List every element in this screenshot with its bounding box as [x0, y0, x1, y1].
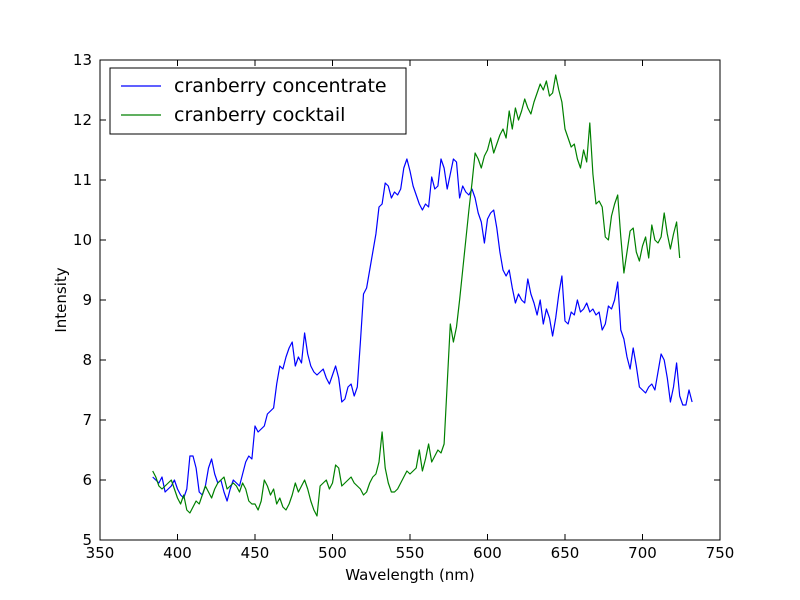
x-tick-label: 350 — [86, 544, 115, 562]
x-tick-label: 650 — [551, 544, 580, 562]
x-tick-label: 400 — [163, 544, 192, 562]
y-tick-label: 5 — [82, 531, 92, 549]
series-line-cranberry-cocktail — [152, 74, 681, 517]
y-tick-label: 7 — [82, 411, 92, 429]
x-tick-label: 550 — [396, 544, 425, 562]
y-tick-label: 10 — [73, 231, 92, 249]
legend-box — [109, 67, 407, 135]
y-tick-label: 9 — [82, 291, 92, 309]
x-axis: 350 400 450 500 550 600 650 700 750 — [86, 60, 735, 562]
x-tick-label: 450 — [241, 544, 270, 562]
y-tick-label: 11 — [73, 171, 92, 189]
series-line-cranberry-concentrate — [152, 158, 693, 502]
y-tick-label: 8 — [82, 351, 92, 369]
x-tick-label: 500 — [318, 544, 347, 562]
legend-label-cocktail: cranberry cocktail — [174, 104, 345, 126]
y-tick-label: 12 — [73, 111, 92, 129]
x-tick-label: 600 — [473, 544, 502, 562]
legend-label-concentrate: cranberry concentrate — [174, 75, 387, 97]
plot-lines — [152, 74, 693, 517]
x-tick-label: 700 — [628, 544, 657, 562]
y-axis: 5 6 7 8 9 10 11 12 13 — [73, 51, 720, 549]
x-tick-label: 750 — [706, 544, 735, 562]
x-axis-title: Wavelength (nm) — [345, 566, 475, 584]
y-axis-title: Intensity — [52, 267, 70, 332]
legend: cranberry concentrate cranberry cocktail — [109, 67, 407, 135]
y-tick-label: 13 — [73, 51, 92, 69]
y-tick-label: 6 — [82, 471, 92, 489]
